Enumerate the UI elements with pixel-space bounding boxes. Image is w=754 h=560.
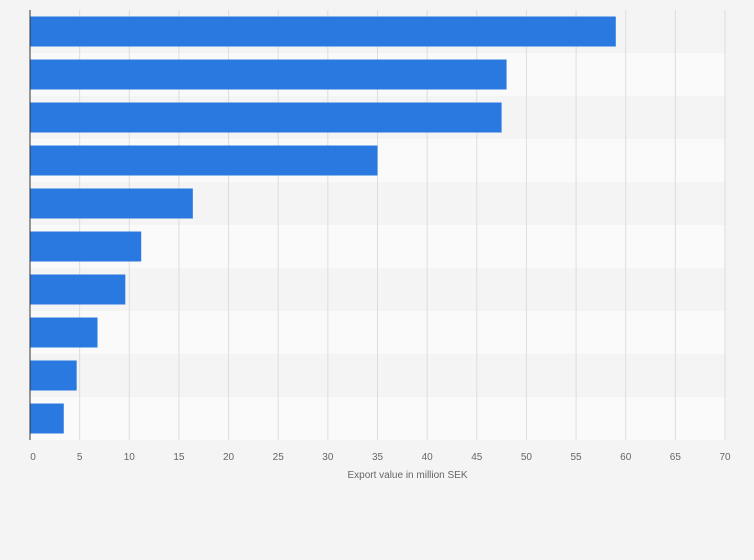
x-tick-label: 55 xyxy=(571,452,583,463)
x-axis-title: Export value in million SEK xyxy=(347,470,467,481)
x-tick-label: 20 xyxy=(223,452,235,463)
x-tick-label: 25 xyxy=(273,452,285,463)
bar xyxy=(30,317,98,348)
x-tick-label: 70 xyxy=(719,452,731,463)
bar xyxy=(30,102,502,133)
x-tick-label: 0 xyxy=(30,452,36,463)
bar xyxy=(30,360,77,391)
bar xyxy=(30,231,142,262)
x-tick-label: 45 xyxy=(471,452,483,463)
x-tick-label: 35 xyxy=(372,452,384,463)
x-tick-label: 50 xyxy=(521,452,533,463)
bar xyxy=(30,16,616,47)
x-tick-label: 60 xyxy=(620,452,632,463)
x-axis-ticks: 0 5 10 15 20 25 30 35 40 45 50 55 60 65 70 xyxy=(30,452,731,463)
x-tick-label: 40 xyxy=(422,452,434,463)
bar xyxy=(30,403,64,434)
bar xyxy=(30,145,378,176)
x-tick-label: 5 xyxy=(77,452,83,463)
bars xyxy=(30,16,616,434)
x-tick-label: 15 xyxy=(173,452,185,463)
x-tick-label: 10 xyxy=(124,452,136,463)
bar xyxy=(30,59,507,90)
x-tick-label: 65 xyxy=(670,452,682,463)
bar xyxy=(30,274,126,305)
x-tick-label: 30 xyxy=(322,452,334,463)
bar xyxy=(30,188,193,219)
